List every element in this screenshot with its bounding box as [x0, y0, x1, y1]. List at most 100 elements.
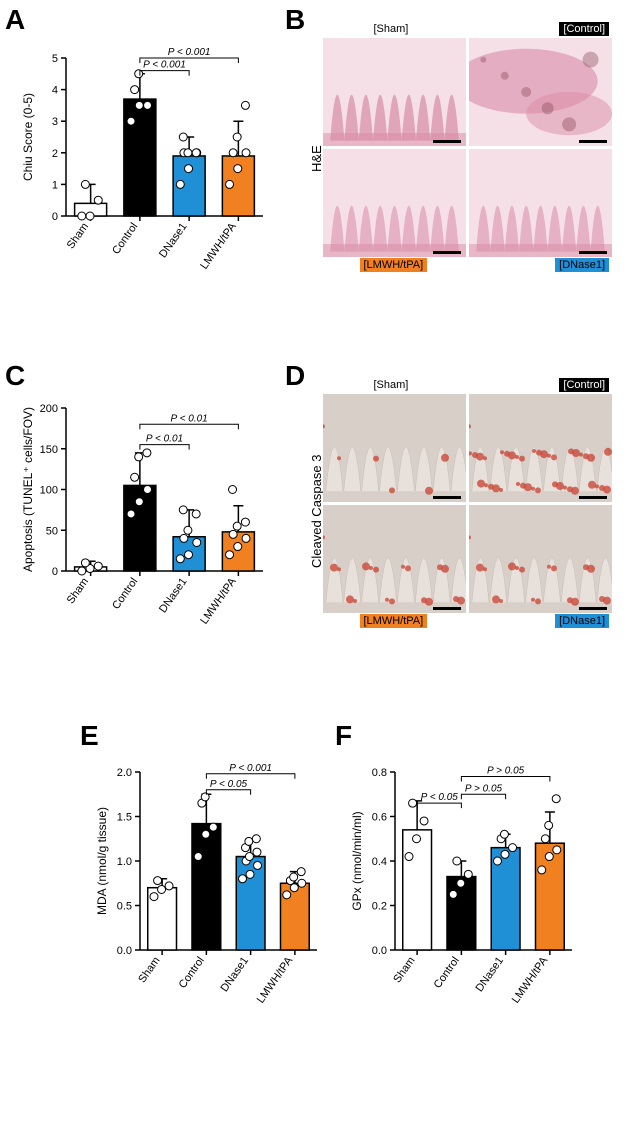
- svg-text:0.0: 0.0: [372, 945, 387, 957]
- svg-text:4: 4: [52, 85, 58, 97]
- datapoint: [413, 835, 421, 843]
- datapoint: [226, 180, 234, 188]
- svg-text:LMWH/tPA: LMWH/tPA: [198, 220, 239, 271]
- datapoint: [81, 559, 89, 567]
- scale-bar: [433, 496, 461, 499]
- histology-image: [469, 38, 612, 146]
- datapoint: [127, 510, 135, 518]
- datapoint: [201, 793, 209, 801]
- svg-text:0: 0: [52, 566, 58, 578]
- chart-e: 0.00.51.01.52.0MDA (nmol/g tissue)ShamCo…: [92, 732, 327, 1022]
- datapoint: [241, 518, 249, 526]
- datapoint: [94, 562, 102, 570]
- datapoint: [131, 86, 139, 94]
- datapoint: [179, 506, 187, 514]
- datapoint: [245, 837, 253, 845]
- svg-text:1.0: 1.0: [117, 856, 132, 868]
- datapoint: [150, 893, 158, 901]
- histology-cell: [469, 149, 613, 258]
- svg-text:5: 5: [52, 53, 58, 65]
- scale-bar: [579, 607, 607, 610]
- datapoint: [193, 538, 201, 546]
- datapoint: [192, 149, 200, 157]
- svg-text:Apoptosis (TUNEL⁺ cells/FOV): Apoptosis (TUNEL⁺ cells/FOV): [21, 407, 35, 572]
- svg-text:DNase1: DNase1: [157, 576, 190, 615]
- chart-c: 050100150200Apoptosis (TUNEL⁺ cells/FOV)…: [18, 368, 273, 643]
- panel-label-b: B: [285, 4, 305, 35]
- svg-text:P > 0.05: P > 0.05: [465, 783, 503, 794]
- chart-e-container: 0.00.51.01.52.0MDA (nmol/g tissue)ShamCo…: [92, 732, 327, 1022]
- histology-cell: [469, 505, 613, 614]
- svg-text:DNase1: DNase1: [218, 955, 251, 994]
- datapoint: [192, 510, 200, 518]
- datapoint: [226, 551, 234, 559]
- datapoint: [252, 835, 260, 843]
- histology-cell: [323, 505, 467, 614]
- svg-text:Control: Control: [110, 221, 140, 257]
- datapoint: [457, 879, 465, 887]
- svg-text:Chiu Score (0-5): Chiu Score (0-5): [21, 93, 35, 181]
- svg-text:Sham: Sham: [65, 576, 91, 606]
- svg-text:0.8: 0.8: [372, 767, 387, 779]
- svg-text:P < 0.05: P < 0.05: [421, 792, 459, 803]
- bar-sham: [403, 830, 432, 950]
- svg-text:0.0: 0.0: [117, 945, 132, 957]
- svg-text:MDA (nmol/g tissue): MDA (nmol/g tissue): [95, 807, 109, 915]
- svg-text:Sham: Sham: [65, 221, 91, 251]
- datapoint: [135, 101, 143, 109]
- histology-cell: [323, 38, 467, 147]
- datapoint: [209, 823, 217, 831]
- datapoint: [545, 853, 553, 861]
- svg-text:DNase1: DNase1: [473, 955, 506, 994]
- datapoint: [81, 180, 89, 188]
- svg-text:0.5: 0.5: [117, 901, 132, 913]
- datapoint: [144, 101, 152, 109]
- svg-text:P < 0.05: P < 0.05: [210, 779, 248, 790]
- svg-text:100: 100: [40, 485, 58, 497]
- panel-b: B: [285, 4, 305, 36]
- datapoint: [253, 848, 261, 856]
- svg-text:Control: Control: [110, 576, 140, 612]
- scale-bar: [579, 140, 607, 143]
- histology-image: [469, 505, 612, 613]
- datapoint: [297, 868, 305, 876]
- histology-label: [DNase1]: [555, 614, 609, 628]
- svg-text:GPx (nmol/min/ml): GPx (nmol/min/ml): [350, 811, 364, 910]
- histology-image: [469, 149, 612, 257]
- datapoint: [405, 853, 413, 861]
- datapoint: [165, 882, 173, 890]
- svg-text:P < 0.01: P < 0.01: [171, 413, 208, 424]
- datapoint: [552, 795, 560, 803]
- svg-text:150: 150: [40, 444, 58, 456]
- datapoint: [229, 149, 237, 157]
- side-label-he: H&E: [309, 145, 324, 172]
- histology-image: [323, 149, 466, 257]
- datapoint: [501, 850, 509, 858]
- svg-text:2.0: 2.0: [117, 767, 132, 779]
- datapoint: [185, 551, 193, 559]
- datapoint: [180, 534, 188, 542]
- histology-b: H&E [Sham][Control] [LMWH/tPA][DNase1]: [315, 22, 615, 274]
- datapoint: [94, 196, 102, 204]
- datapoint: [78, 567, 86, 575]
- scale-bar: [433, 251, 461, 254]
- datapoint: [158, 885, 166, 893]
- datapoint: [176, 555, 184, 563]
- histology-cell: [323, 149, 467, 258]
- histology-label: [Control]: [559, 22, 609, 36]
- datapoint: [194, 853, 202, 861]
- datapoint: [246, 870, 254, 878]
- datapoint: [242, 149, 250, 157]
- chart-f: 0.00.20.40.60.8GPx (nmol/min/ml)ShamCont…: [347, 732, 582, 1022]
- scale-bar: [433, 140, 461, 143]
- chart-a-container: 012345Chiu Score (0-5)ShamControlDNase1L…: [18, 18, 273, 288]
- histology-cell: [469, 394, 613, 503]
- datapoint: [242, 534, 250, 542]
- datapoint: [409, 799, 417, 807]
- scale-bar: [579, 496, 607, 499]
- svg-text:P < 0.001: P < 0.001: [229, 763, 272, 774]
- datapoint: [241, 101, 249, 109]
- datapoint: [541, 835, 549, 843]
- datapoint: [184, 526, 192, 534]
- svg-text:P < 0.001: P < 0.001: [168, 47, 211, 58]
